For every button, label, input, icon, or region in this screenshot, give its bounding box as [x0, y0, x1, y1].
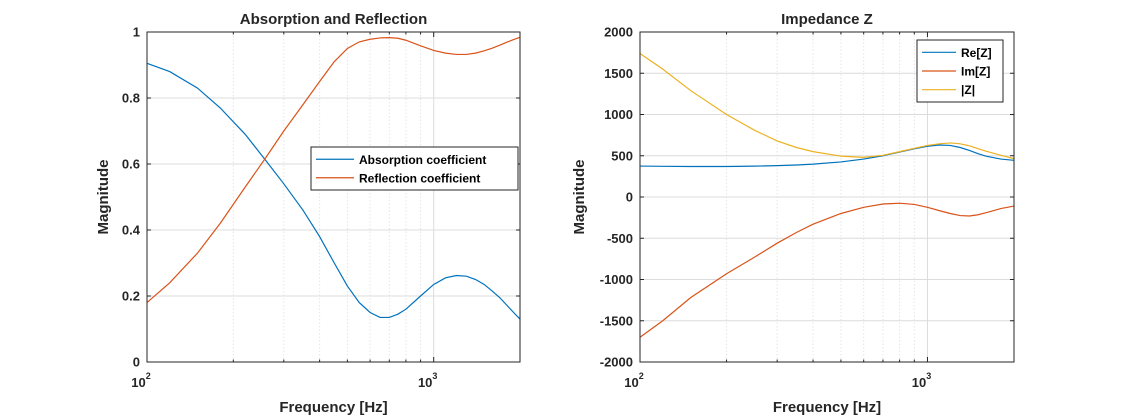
- chart1-y-tick-label: 0.8: [122, 91, 140, 106]
- chart2-y-tick-label: 0: [626, 190, 633, 205]
- chart1-y-axis-label: Magnitude: [95, 160, 112, 235]
- chart2-x-tick-label: 103: [912, 371, 931, 390]
- chart1-y-tick-label: 0.2: [122, 289, 140, 304]
- chart2-y-tick-label: -500: [607, 231, 633, 246]
- chart2-x-axis-label: Frequency [Hz]: [773, 399, 881, 416]
- chart2-series-line-2: [639, 202, 1015, 338]
- chart2-y-tick-label: 500: [611, 148, 633, 163]
- chart1-x-tick-label: 102: [131, 371, 150, 390]
- chart2-series-line-3: [639, 52, 1015, 160]
- chart1-y-tick-label: 1: [133, 25, 140, 40]
- chart2-y-axis-label: Magnitude: [571, 160, 588, 235]
- chart2-y-tick-label: -2000: [600, 355, 633, 370]
- chart2-y-tick-label: 1000: [604, 107, 633, 122]
- chart2-title: Impedance Z: [781, 11, 873, 28]
- chart2-x-tick-label: 102: [624, 371, 643, 390]
- chart1-series-line-2: [146, 36, 521, 304]
- impedance-chart: -2000 -1500 -1000 -500 0 500 1000 1500 2000 102 10…: [571, 11, 1015, 416]
- chart2-legend-label: |Z|: [961, 83, 975, 97]
- absorption-reflection-chart: 0 0.2 0.4 0.6 0.8 1 102 103 Absorption and Refle…: [95, 11, 521, 416]
- chart2-y-tick-label: -1000: [600, 272, 633, 287]
- chart2-y-tick-label: -1500: [600, 313, 633, 328]
- chart2-legend-label: Im[Z]: [961, 65, 990, 79]
- chart1-legend-label: Absorption coefficient: [359, 153, 486, 167]
- chart2-legend-label: Re[Z]: [961, 46, 992, 60]
- chart1-series-line-1: [146, 62, 521, 320]
- chart1-y-tick-label: 0: [133, 355, 140, 370]
- chart1-x-tick-label: 103: [418, 371, 437, 390]
- chart2-legend: Re[Z] Im[Z] |Z|: [916, 39, 1004, 103]
- chart1-y-tick-label: 0.4: [122, 223, 141, 238]
- chart2-y-tick-label: 2000: [604, 25, 633, 40]
- chart1-legend-box: [310, 146, 519, 191]
- chart1-legend: Absorption coefficient Reflection coeffic…: [310, 146, 519, 191]
- chart1-y-tick-label: 0.6: [122, 157, 140, 172]
- chart1-x-axis-label: Frequency [Hz]: [279, 399, 387, 416]
- chart1-title: Absorption and Reflection: [240, 11, 428, 28]
- chart1-legend-label: Reflection coefficient: [359, 171, 480, 185]
- chart1-axes-box: [146, 31, 521, 363]
- chart1-plot-area: [147, 32, 520, 362]
- chart2-y-tick-label: 1500: [604, 66, 633, 81]
